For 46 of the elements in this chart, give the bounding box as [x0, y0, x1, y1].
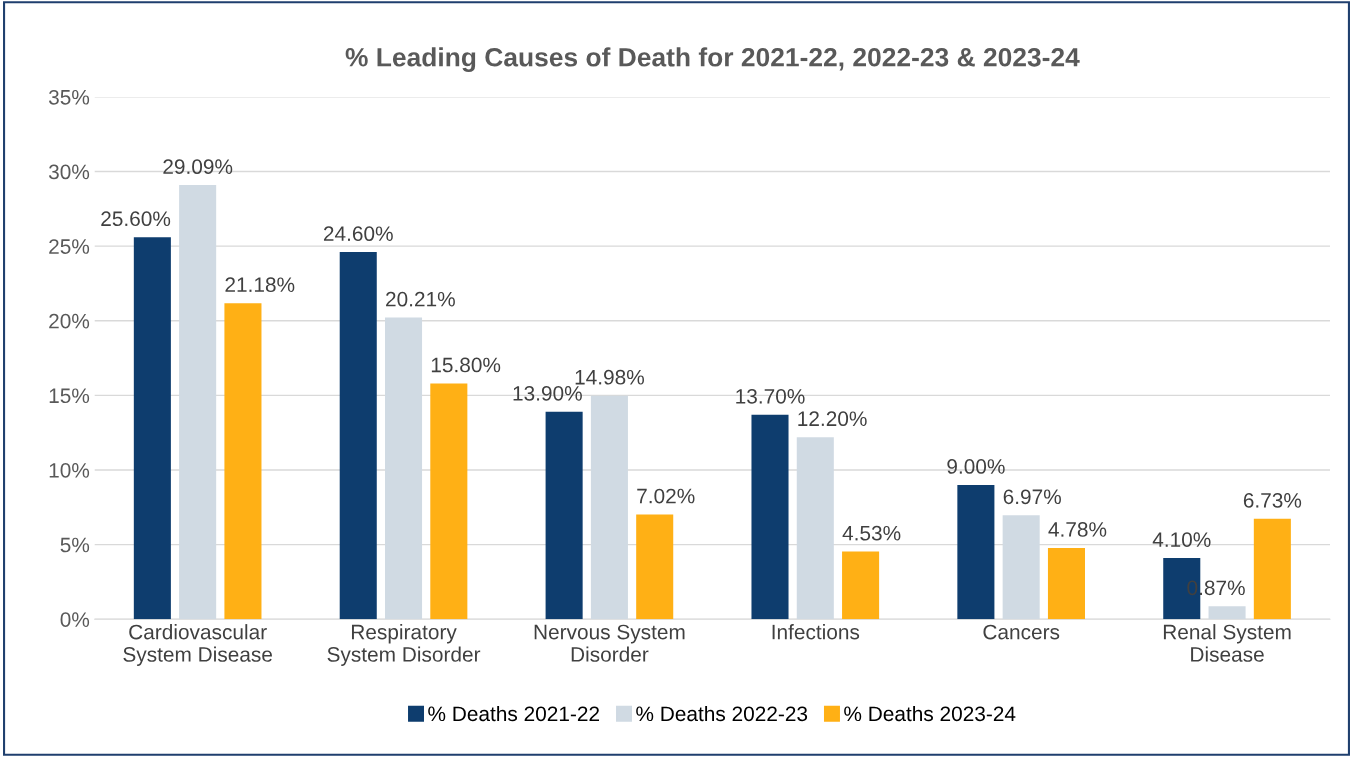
x-tick-label: Cancers: [983, 624, 1060, 640]
x-tick-label: Infections: [772, 624, 860, 640]
y-tick-label: 35%: [48, 89, 90, 105]
legend-label: % Deaths 2023-24: [844, 705, 1016, 722]
data-label: 4.10%: [1152, 532, 1211, 547]
bar: [339, 252, 377, 620]
data-label: 15.80%: [431, 357, 501, 373]
bar: [842, 551, 880, 620]
data-label: 6.97%: [1003, 489, 1061, 505]
data-label: 21.18%: [225, 277, 295, 293]
y-tick-label: 25%: [49, 239, 90, 254]
data-label: 29.09%: [163, 159, 233, 175]
data-label: 24.60%: [323, 226, 393, 242]
y-tick-label: 30%: [48, 164, 90, 180]
y-tick-label: 5%: [60, 537, 90, 553]
data-label: 13.70%: [736, 388, 805, 404]
data-label: 25.60%: [101, 211, 171, 227]
bar: [1253, 518, 1291, 620]
y-tick-label: 10%: [49, 462, 90, 478]
bar: [751, 414, 789, 620]
y-tick-label: 15%: [49, 388, 90, 404]
x-tick-label: Renal System Disease: [1163, 624, 1291, 662]
data-label: 9.00%: [947, 459, 1005, 474]
bar: [957, 484, 995, 620]
bar: [224, 303, 262, 620]
y-tick-label: 0%: [60, 612, 90, 627]
chart-title: % Leading Causes of Death for 2021-22, 2022-23 & 2023-24: [345, 47, 1080, 72]
bar: [545, 411, 583, 620]
bar: [133, 237, 171, 620]
y-tick-label: 20%: [49, 313, 90, 329]
bar: [636, 514, 674, 620]
x-tick-label: Cardiovascular System Disease: [123, 624, 272, 666]
data-label: 6.73%: [1243, 492, 1302, 508]
legend-label: % Deaths 2022-23: [636, 705, 808, 722]
bar: [1047, 547, 1085, 620]
data-label: 7.02%: [637, 488, 695, 504]
data-label: 20.21%: [386, 291, 455, 307]
data-label: 12.20%: [798, 411, 867, 427]
data-label: 4.53%: [842, 525, 901, 541]
legend-label: % Deaths 2021-22: [428, 705, 599, 722]
data-label: 13.90%: [513, 385, 582, 401]
bar: [430, 383, 468, 620]
x-tick-label: Respiratory System Disorder: [327, 624, 481, 666]
data-label: 4.78%: [1048, 522, 1107, 537]
x-tick-label: Nervous System Disorder: [534, 624, 685, 662]
data-label: 14.98%: [575, 369, 644, 385]
